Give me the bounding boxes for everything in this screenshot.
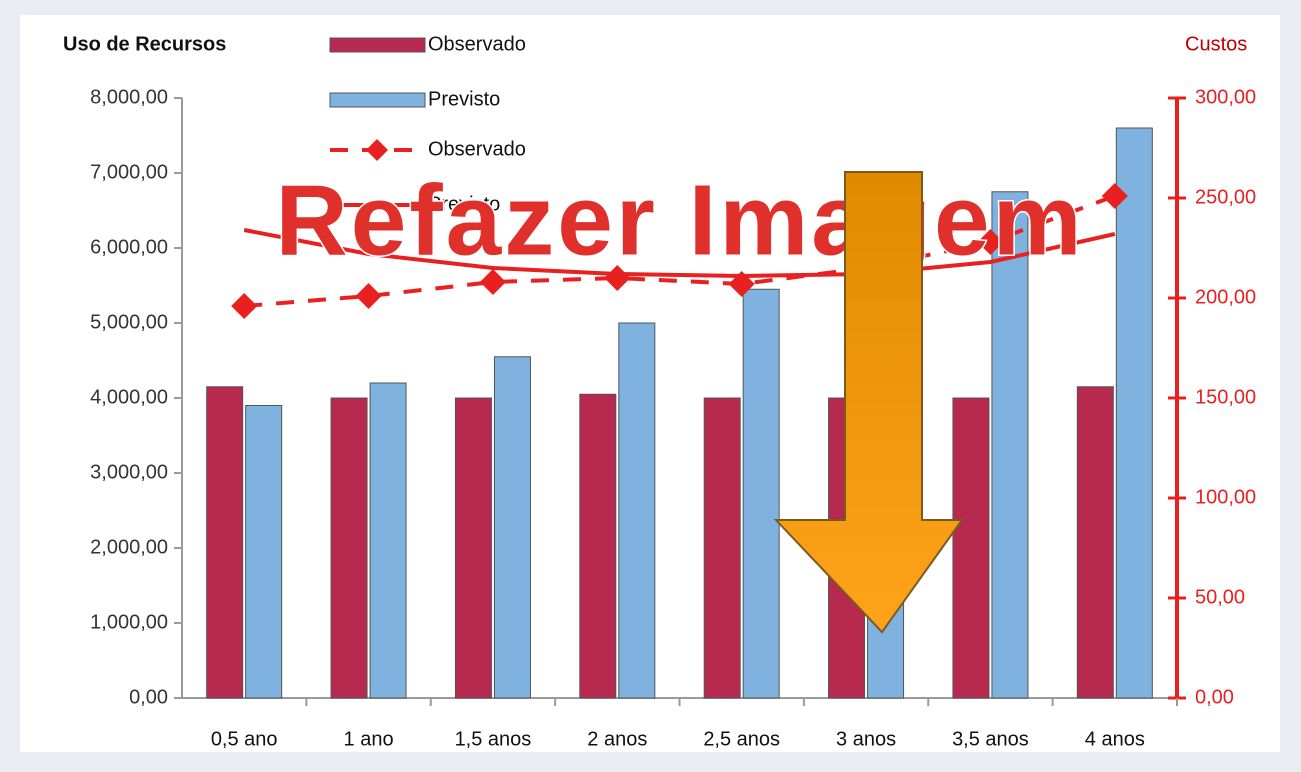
chart-title: Uso de Recursos (63, 33, 226, 55)
legend-label: Previsto (428, 193, 500, 215)
y-tick-label: 5,000,00 (90, 311, 168, 333)
y-tick-label: 8,000,00 (90, 86, 168, 108)
marker (604, 265, 631, 291)
bar (369, 382, 407, 699)
legend-marker (366, 139, 388, 161)
x-tick-label: 2 anos (587, 728, 647, 750)
legend-label: Previsto (428, 88, 500, 110)
x-tick-label: 3 anos (836, 728, 896, 750)
overlay: Refazer Imagem (274, 163, 1085, 634)
x-tick-label: 4 anos (1085, 728, 1145, 750)
y2-tick-label: 0,00 (1195, 686, 1234, 708)
y2-tick-label: 100,00 (1195, 486, 1256, 508)
line (243, 228, 1116, 279)
x-tick-label: 1,5 anos (455, 728, 532, 750)
marker (231, 293, 258, 319)
y-tick-label: 2,000,00 (90, 536, 168, 558)
line (244, 194, 1116, 308)
plot: 0,00 1,000,00 2,000,00 3,000,00 4,000,00 5,00… (90, 33, 1256, 750)
x-tick-label: 0,5 ano (211, 728, 278, 750)
legend-label: Observado (428, 138, 526, 160)
y-tick-label: 1,000,00 (90, 611, 168, 633)
y-tick-label: 6,000,00 (90, 236, 168, 258)
bar (1076, 386, 1114, 699)
y2-tick-label: 200,00 (1195, 286, 1256, 308)
bar (1115, 127, 1153, 699)
bar (952, 397, 990, 699)
y2-tick-label: 250,00 (1195, 186, 1256, 208)
stamp-text: Refazer Imagem (276, 164, 1085, 276)
y-tick-label: 4,000,00 (90, 386, 168, 408)
legend-swatch (329, 92, 426, 108)
y2-tick-label: 300,00 (1195, 86, 1256, 108)
bar (742, 288, 780, 699)
y-tick-label: 7,000,00 (90, 161, 168, 183)
marker (977, 229, 1004, 255)
y2-tick-label: 50,00 (1195, 586, 1245, 608)
bar (454, 397, 492, 699)
x-tick-label: 3,5 anos (952, 728, 1029, 750)
y-tick-label: 3,000,00 (90, 461, 168, 483)
x-tick-label: 1 ano (344, 728, 394, 750)
arrow (773, 171, 964, 634)
legend-label: Observado (428, 33, 526, 55)
x-tick-label: 2,5 anos (703, 728, 780, 750)
y-tick-label: 0,00 (129, 686, 168, 708)
bar (618, 322, 656, 699)
marker (479, 269, 506, 295)
bar (991, 191, 1029, 699)
y2-axis-label: Custos (1185, 33, 1247, 55)
legend-swatch (329, 37, 426, 53)
marker (355, 283, 382, 309)
bar (245, 405, 283, 699)
bar (493, 356, 531, 699)
bar (206, 386, 244, 699)
marker (1101, 183, 1128, 209)
bar (330, 397, 368, 699)
bar (703, 397, 741, 699)
bar (579, 393, 617, 699)
y2-tick-label: 150,00 (1195, 386, 1256, 408)
